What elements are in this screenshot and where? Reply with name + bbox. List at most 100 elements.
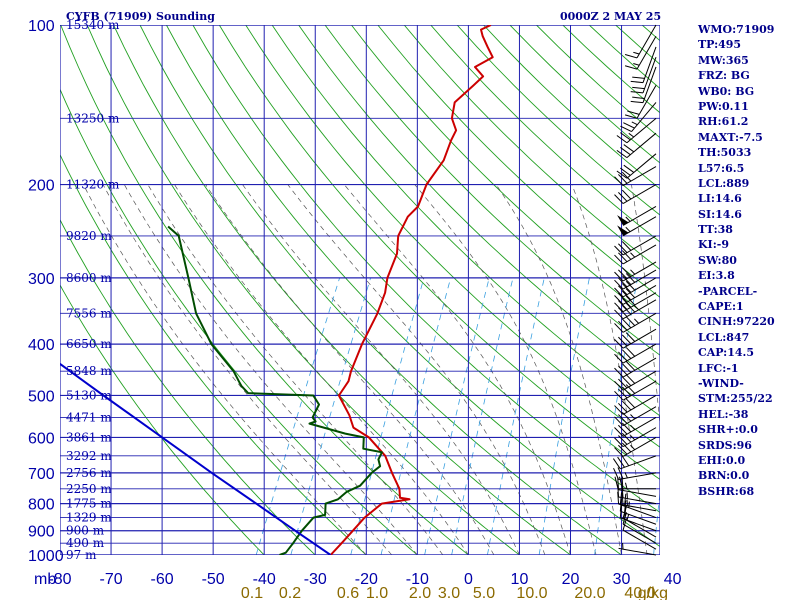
temperature-tick-label: -70 — [99, 571, 122, 588]
temperature-tick-label: -60 — [151, 571, 174, 588]
moist-adiabat — [414, 184, 597, 555]
temperature-tick-label: -40 — [253, 571, 276, 588]
index-item: MAXT:-7.5 — [698, 130, 763, 144]
index-item: SI:14.6 — [698, 207, 742, 221]
pressure-tick-label: 800 — [28, 497, 55, 514]
height-label: 97 m — [66, 548, 97, 562]
wind-barb — [616, 132, 657, 159]
wind-barb — [616, 117, 657, 144]
wind-barb — [630, 46, 657, 84]
index-item: TP:495 — [698, 38, 742, 52]
wind-barb — [614, 261, 657, 282]
pressure-tick-label: 100 — [28, 18, 55, 35]
temperature-tick-label: 30 — [613, 571, 631, 588]
pressure-tick-label: 500 — [28, 388, 55, 405]
wind-barb — [617, 206, 657, 226]
wind-barb — [614, 436, 657, 457]
index-item: CAP:14.5 — [698, 346, 755, 360]
pressure-tick-label: 900 — [28, 524, 55, 541]
pressure-tick-label: 600 — [28, 430, 55, 447]
wind-barb — [630, 56, 657, 94]
mixing-ratio-label: 10.0 — [516, 585, 547, 600]
mixing-ratio-label: 5.0 — [473, 585, 495, 600]
mixing-ratio-label: 0.1 — [241, 585, 263, 600]
moist-adiabat — [174, 184, 469, 555]
wind-barb — [630, 66, 657, 104]
wind-barb — [624, 35, 657, 70]
wind-barb — [614, 395, 657, 415]
pressure-tick-label: 200 — [28, 178, 55, 195]
station-title: CYFB (71909) Sounding — [66, 10, 215, 23]
temperature-tick-label: 10 — [511, 571, 529, 588]
index-item: STM:255/22 — [698, 392, 773, 406]
index-item: L57:6.5 — [698, 161, 745, 175]
wind-barb — [614, 235, 657, 256]
dewpoint-profile — [167, 225, 383, 555]
index-item: SW:80 — [698, 253, 737, 267]
index-item: BRN:0.0 — [698, 469, 750, 483]
wind-barb — [614, 406, 657, 427]
mixing-ratio-label: 20.0 — [574, 585, 605, 600]
wind-barb — [614, 328, 657, 349]
index-item: WMO:71909 — [698, 23, 775, 36]
height-label: 7556 m — [66, 306, 112, 320]
moist-adiabat — [631, 184, 660, 429]
wind-barb — [612, 455, 657, 470]
height-label: 900 m — [66, 524, 105, 538]
height-label: 3292 m — [66, 449, 112, 463]
index-item: -PARCEL- — [698, 284, 758, 298]
height-label: 6650 m — [66, 337, 112, 351]
index-item: SRDS:96 — [698, 438, 752, 452]
index-item: LCL:889 — [698, 176, 750, 190]
height-label: 490 m — [66, 536, 105, 550]
sounding-time: 0000Z 2 MAY 25 — [560, 10, 661, 23]
moist-adiabat — [205, 184, 495, 555]
height-label: 5848 m — [66, 364, 112, 378]
wind-barb — [614, 380, 657, 401]
wind-barb — [618, 542, 657, 556]
height-label: 11320 m — [66, 178, 120, 192]
height-label: 1775 m — [66, 497, 112, 511]
stability-indices-panel: WMO:71909 TP:495 MW:365 FRZ: BG WB0: BG PW:0.… — [698, 22, 800, 499]
wind-barb — [614, 416, 657, 437]
temperature-profile — [329, 25, 494, 555]
temperature-tick-label: -30 — [304, 571, 327, 588]
index-item: RH:61.2 — [698, 115, 749, 129]
temperature-tick-label: 20 — [562, 571, 580, 588]
mixing-ratio-label: 3.0 — [438, 585, 460, 600]
index-item: TT:38 — [698, 223, 733, 237]
wind-barb — [614, 269, 657, 290]
wind-barb — [614, 357, 657, 378]
wind-barb — [624, 85, 657, 119]
index-item: CINH:97220 — [698, 315, 775, 329]
height-label: 3861 m — [66, 430, 112, 444]
temperature-tick-label: -20 — [355, 571, 378, 588]
temperature-tick-label: -80 — [48, 571, 71, 588]
index-item: SHR+:0.0 — [698, 423, 758, 437]
pressure-unit-label: mb — [34, 571, 56, 588]
index-item: LCL:847 — [698, 330, 750, 344]
index-item: EI:3.8 — [698, 269, 735, 283]
pressure-tick-label: 1000 — [28, 548, 64, 565]
index-item: CAPE:1 — [698, 300, 744, 314]
wind-barb — [614, 166, 657, 187]
plot-area — [60, 25, 660, 555]
height-label: 4471 m — [66, 410, 112, 424]
index-item: LFC:-1 — [698, 361, 739, 375]
index-item: -WIND- — [698, 376, 744, 390]
index-item: WB0: BG — [698, 84, 755, 98]
height-label: 2756 m — [66, 466, 112, 480]
wind-barb — [614, 476, 656, 490]
height-label: 13250 m — [66, 111, 120, 125]
wind-barb — [614, 244, 657, 265]
pressure-tick-label: 300 — [28, 271, 55, 288]
index-item: BSHR:68 — [698, 484, 755, 498]
height-label: 2250 m — [66, 482, 112, 496]
height-label: 15340 m — [66, 18, 120, 32]
parcel-path — [60, 362, 332, 555]
height-label: 1329 m — [66, 511, 112, 525]
wind-barb — [619, 492, 657, 519]
wind-barb — [614, 370, 657, 391]
temperature-tick-label: 0 — [464, 571, 473, 588]
index-item: EHI:0.0 — [698, 453, 746, 467]
